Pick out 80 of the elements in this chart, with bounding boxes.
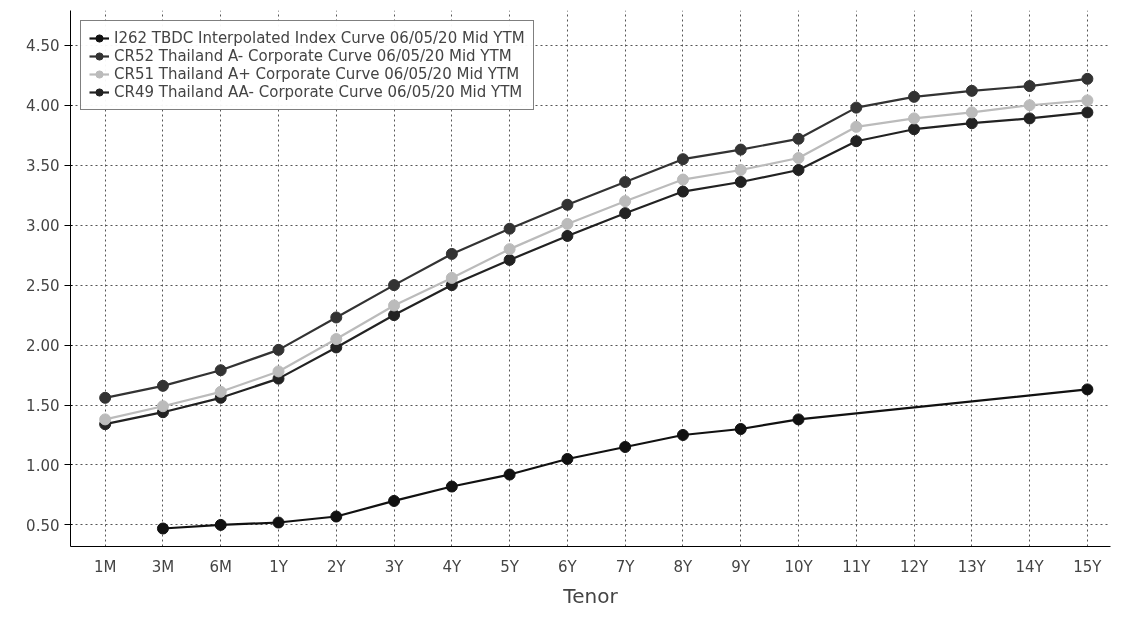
point [272, 343, 285, 356]
point [676, 185, 689, 198]
point [1023, 112, 1036, 125]
point [330, 333, 343, 346]
x-tick-label: 4Y [442, 557, 463, 576]
x-tick-label: 11Y [842, 557, 872, 576]
point [503, 222, 516, 235]
point [965, 117, 978, 130]
point [388, 299, 401, 312]
x-tick-label: 13Y [957, 557, 987, 576]
x-tick-label: 8Y [673, 557, 694, 576]
x-tick-label: 2Y [326, 557, 347, 576]
x-tick-label: 10Y [784, 557, 814, 576]
point [561, 229, 574, 242]
y-tick-label: 3.50 [26, 157, 60, 176]
x-tick-label: 9Y [731, 557, 751, 576]
point [561, 198, 574, 211]
y-tick-label: 0.50 [26, 516, 60, 535]
point [561, 217, 574, 230]
point [1081, 94, 1094, 107]
point [1081, 72, 1094, 85]
point [445, 271, 458, 284]
point [792, 152, 805, 164]
y-tick-label: 3.00 [26, 217, 60, 236]
legend-label: CR51 Thailand A+ Corporate Curve 06/05/20 Mid YTM [114, 65, 520, 83]
point [214, 364, 227, 377]
point [214, 385, 227, 398]
point [445, 247, 458, 260]
point [99, 391, 112, 404]
point [388, 309, 401, 322]
x-tick-label: 12Y [899, 557, 930, 576]
point [330, 311, 343, 324]
y-tick-label: 1.50 [26, 397, 60, 416]
point [850, 135, 863, 148]
point [619, 175, 632, 188]
point [965, 84, 978, 97]
x-tick-label: 15Y [1073, 557, 1103, 576]
point [908, 90, 921, 103]
point [388, 279, 401, 292]
point [850, 120, 863, 133]
point [1081, 106, 1094, 119]
y-tick-label: 2.00 [26, 337, 60, 356]
point [792, 132, 805, 145]
point [965, 106, 978, 119]
x-tick-label: 1M [93, 557, 117, 576]
point [1023, 99, 1036, 112]
point [676, 153, 689, 166]
point [156, 379, 169, 392]
point [99, 413, 112, 426]
x-tick-label: 3M [151, 557, 175, 576]
y-tick-label: 2.50 [26, 277, 60, 296]
point [619, 195, 632, 208]
x-tick-label: 6M [209, 557, 232, 576]
point [908, 112, 921, 125]
point [156, 400, 169, 413]
point [676, 173, 689, 186]
point [619, 207, 632, 220]
point [792, 163, 805, 176]
x-tick-label: 7Y [615, 557, 636, 576]
point [734, 175, 747, 188]
x-tick-label: 3Y [384, 557, 405, 576]
x-tick-label: 5Y [500, 557, 520, 576]
x-tick-label: 6Y [558, 557, 578, 576]
point [272, 365, 285, 378]
point [503, 253, 516, 266]
point [850, 101, 863, 114]
x-tick-label: 1Y [269, 557, 289, 576]
legend-label: I262 TBDC Interpolated Index Curve 06/05/20 Mid YTM [114, 29, 525, 47]
point [503, 243, 516, 256]
x-axis-title: Tenor [562, 583, 619, 608]
legend-label: CR49 Thailand AA- Corporate Curve 06/05/20 Mid YTM [114, 83, 523, 101]
point [734, 163, 747, 176]
y-tick-label: 1.00 [26, 456, 60, 475]
legend-label: CR52 Thailand A- Corporate Curve 06/05/20 Mid YTM [114, 47, 512, 65]
point [734, 143, 747, 156]
x-tick-label: 14Y [1015, 557, 1045, 576]
point [908, 123, 921, 136]
point [1023, 80, 1036, 93]
y-tick-label: 4.00 [26, 97, 60, 116]
y-tick-label: 4.50 [26, 37, 60, 56]
